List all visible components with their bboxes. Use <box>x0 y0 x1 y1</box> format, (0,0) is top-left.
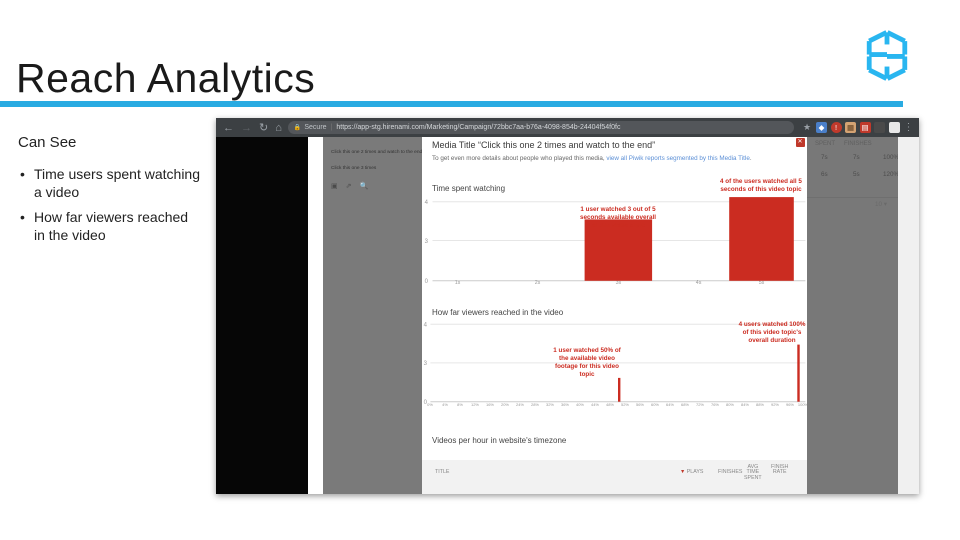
svg-text:20%: 20% <box>501 402 509 407</box>
svg-text:72%: 72% <box>696 402 704 407</box>
svg-text:of this video topic's: of this video topic's <box>743 329 802 336</box>
svg-text:5s: 5s <box>759 280 765 286</box>
svg-text:96%: 96% <box>786 402 794 407</box>
svg-text:seconds available overall: seconds available overall <box>580 214 656 221</box>
svg-text:3s: 3s <box>616 280 622 286</box>
svg-text:48%: 48% <box>606 402 614 407</box>
svg-text:88%: 88% <box>756 402 764 407</box>
svg-text:4%: 4% <box>442 402 448 407</box>
svg-text:44%: 44% <box>591 402 599 407</box>
svg-text:4: 4 <box>424 323 428 329</box>
svg-text:56%: 56% <box>636 402 644 407</box>
svg-text:76%: 76% <box>711 402 719 407</box>
svg-text:16%: 16% <box>486 402 494 407</box>
svg-text:12%: 12% <box>471 402 479 407</box>
svg-text:8%: 8% <box>457 402 463 407</box>
svg-text:0: 0 <box>425 279 429 285</box>
svg-text:80%: 80% <box>726 402 734 407</box>
svg-text:24%: 24% <box>516 402 524 407</box>
svg-text:40%: 40% <box>576 402 584 407</box>
svg-text:1 user watched 50% of: 1 user watched 50% of <box>553 347 621 354</box>
svg-text:4s: 4s <box>696 280 702 286</box>
svg-text:84%: 84% <box>741 402 749 407</box>
svg-text:seconds of this video topic: seconds of this video topic <box>720 186 802 193</box>
svg-text:28%: 28% <box>531 402 539 407</box>
svg-text:of this video topic: of this video topic <box>591 222 645 229</box>
svg-text:4: 4 <box>425 200 429 206</box>
svg-text:overall duration: overall duration <box>748 337 795 344</box>
svg-text:64%: 64% <box>666 402 674 407</box>
svg-text:the available video: the available video <box>559 355 615 362</box>
svg-text:92%: 92% <box>771 402 779 407</box>
svg-text:4 of the users watched all 5: 4 of the users watched all 5 <box>720 178 802 185</box>
svg-text:1s: 1s <box>455 280 461 286</box>
svg-text:2s: 2s <box>535 280 541 286</box>
svg-text:100%: 100% <box>798 402 807 407</box>
svg-text:1 user watched 3 out of 5: 1 user watched 3 out of 5 <box>580 206 656 213</box>
svg-text:60%: 60% <box>651 402 659 407</box>
svg-text:3: 3 <box>424 361 428 367</box>
svg-text:0%: 0% <box>427 402 433 407</box>
svg-text:topic: topic <box>579 371 595 378</box>
svg-text:3: 3 <box>425 239 429 245</box>
svg-text:36%: 36% <box>561 402 569 407</box>
svg-text:32%: 32% <box>546 402 554 407</box>
svg-text:68%: 68% <box>681 402 689 407</box>
svg-text:4 users watched 100%: 4 users watched 100% <box>739 321 806 328</box>
svg-text:footage for this video: footage for this video <box>555 363 619 370</box>
svg-text:52%: 52% <box>621 402 629 407</box>
